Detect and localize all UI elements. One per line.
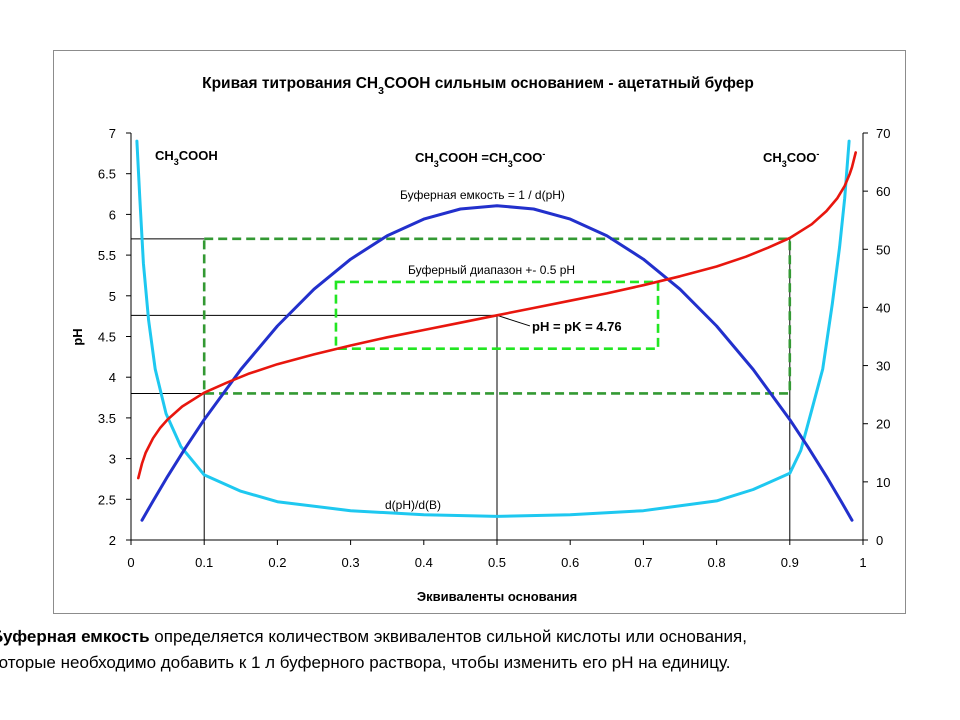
buffer-range-label: Буферный диапазон +- 0.5 pH — [408, 263, 575, 277]
base-label: CH3COO- — [763, 149, 819, 169]
label-part: COOH — [179, 148, 218, 163]
y2-tick-label: 0 — [876, 533, 883, 548]
label-part: COOH =CH — [439, 150, 508, 165]
y-tick-label: 2.5 — [98, 492, 116, 507]
x-tick-label: 0.2 — [268, 555, 286, 570]
y-tick-label: 4 — [109, 370, 116, 385]
label-subscript: 3 — [434, 159, 439, 169]
x-tick-label: 0.9 — [781, 555, 799, 570]
label-subscript: 3 — [782, 159, 787, 169]
y-tick-label: 2 — [109, 533, 116, 548]
label-part: CH — [763, 150, 782, 165]
x-tick-label: 0.7 — [634, 555, 652, 570]
chart-frame — [53, 50, 906, 614]
buffer-capacity-note: Буферная емкость определяется количество… — [0, 624, 941, 676]
x-tick-label: 0.3 — [342, 555, 360, 570]
x-tick-label: 0.8 — [708, 555, 726, 570]
derivative-curve — [135, 139, 851, 518]
buffer-capacity-label: Буферная емкость = 1 / d(pH) — [400, 188, 565, 202]
label-part: COO — [787, 150, 817, 165]
x-tick-label: 0.1 — [195, 555, 213, 570]
y-tick-label: 3 — [109, 452, 116, 467]
y-tick-label: 7 — [109, 126, 116, 141]
pk-label: pH = pK = 4.76 — [532, 319, 622, 334]
buffer-capacity-curve — [140, 204, 854, 522]
y-axis-label: pH — [70, 328, 85, 345]
chart-title-text: Кривая титрования CH — [202, 75, 378, 92]
y-tick-label: 6.5 — [98, 167, 116, 182]
label-part: CH — [155, 148, 174, 163]
x-tick-label: 1 — [859, 555, 866, 570]
y-tick-label: 5 — [109, 289, 116, 304]
chart-title-text: COOH сильным основанием - ацетатный буфе… — [384, 75, 754, 92]
note-line-1: Буферная емкость определяется количество… — [0, 624, 941, 650]
y2-tick-label: 30 — [876, 359, 890, 374]
label-part: COO — [513, 150, 543, 165]
x-tick-label: 0.5 — [488, 555, 506, 570]
label-subscript: 3 — [174, 157, 179, 167]
chart-title: Кривая титрования CH3COOH сильным основа… — [202, 75, 754, 97]
label-superscript: - — [816, 149, 819, 159]
buffer-range-inner-box — [334, 280, 660, 351]
titration-curve — [137, 151, 857, 480]
y2-tick-label: 10 — [876, 475, 890, 490]
y2-tick-label: 50 — [876, 242, 890, 257]
x-axis-label: Эквиваленты основания — [417, 589, 577, 604]
note-line-2: которые необходимо добавить к 1 л буферн… — [0, 653, 731, 672]
note-text: определяется количеством эквивалентов си… — [149, 627, 747, 646]
derivative-label: d(pH)/d(B) — [385, 498, 441, 512]
label-part: CH — [415, 150, 434, 165]
chart-title-subscript: 3 — [378, 85, 384, 97]
label-subscript: 3 — [508, 159, 513, 169]
reference-line — [496, 314, 531, 327]
y2-tick-label: 70 — [876, 126, 890, 141]
y2-tick-label: 40 — [876, 300, 890, 315]
y-tick-label: 5.5 — [98, 248, 116, 263]
label-superscript: - — [542, 149, 545, 159]
y2-tick-label: 60 — [876, 184, 890, 199]
note-term: Буферная емкость — [0, 627, 150, 646]
y-tick-label: 3.5 — [98, 411, 116, 426]
y2-tick-label: 20 — [876, 417, 890, 432]
x-tick-label: 0 — [127, 555, 134, 570]
equilibrium-label: CH3COOH =CH3COO- — [415, 149, 545, 169]
buffer-zone-outer-box — [202, 237, 792, 395]
y-tick-label: 4.5 — [98, 330, 116, 345]
y-tick-label: 6 — [109, 207, 116, 222]
x-tick-label: 0.6 — [561, 555, 579, 570]
x-tick-label: 0.4 — [415, 555, 433, 570]
acid-label: CH3COOH — [155, 148, 218, 167]
